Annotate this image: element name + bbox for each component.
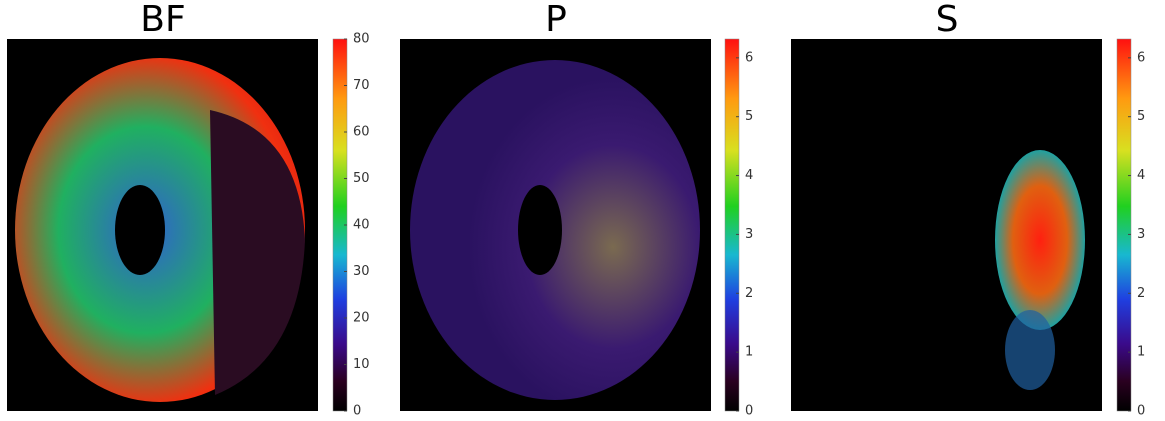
- ventricle: [115, 185, 165, 275]
- colorbar: [724, 38, 740, 412]
- tick-label: 4: [1137, 168, 1145, 183]
- tick-label: 5: [1137, 109, 1145, 124]
- tick-label: 2: [1137, 286, 1145, 301]
- tick-label: 6: [1137, 50, 1145, 65]
- tick-label: 70: [353, 78, 370, 93]
- colorbar: [1116, 38, 1132, 412]
- panel-title: P: [545, 0, 567, 40]
- tick-label: 60: [353, 125, 370, 140]
- ventricle: [518, 185, 562, 275]
- tick-label: 10: [353, 357, 370, 372]
- tick-label: 2: [745, 286, 753, 301]
- tick-label: 3: [745, 227, 753, 242]
- lesion-region: [210, 110, 305, 395]
- tick-label: 0: [745, 404, 753, 419]
- tick-label: 1: [745, 345, 753, 360]
- tick-label: 1: [1137, 345, 1145, 360]
- lesion-map: [995, 150, 1085, 330]
- tick-label: 0: [353, 404, 361, 419]
- panel-title: BF: [140, 0, 185, 40]
- lesion-map: [1005, 310, 1055, 390]
- tick-label: 0: [1137, 404, 1145, 419]
- tick-label: 3: [1137, 227, 1145, 242]
- tick-label: 30: [353, 264, 370, 279]
- tick-label: 20: [353, 311, 370, 326]
- panel-title: S: [936, 0, 959, 40]
- tick-label: 6: [745, 50, 753, 65]
- tick-label: 50: [353, 171, 370, 186]
- tick-label: 40: [353, 218, 370, 233]
- tick-label: 5: [745, 109, 753, 124]
- tick-label: 4: [745, 168, 753, 183]
- tick-label: 80: [353, 32, 370, 47]
